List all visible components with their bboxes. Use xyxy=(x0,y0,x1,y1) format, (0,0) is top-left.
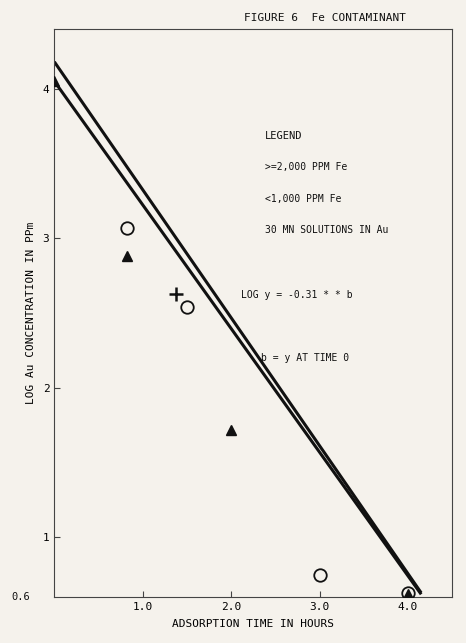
Text: LOG y = -0.31 * * b: LOG y = -0.31 * * b xyxy=(241,291,353,300)
Text: 30 MN SOLUTIONS IN Au: 30 MN SOLUTIONS IN Au xyxy=(265,225,389,235)
Y-axis label: LOG Au CONCENTRATION IN PPm: LOG Au CONCENTRATION IN PPm xyxy=(26,222,36,404)
Text: LEGEND: LEGEND xyxy=(265,131,302,141)
Text: >=2,000 PPM Fe: >=2,000 PPM Fe xyxy=(265,163,347,172)
Text: FIGURE 6  Fe CONTAMINANT: FIGURE 6 Fe CONTAMINANT xyxy=(244,13,406,23)
X-axis label: ADSORPTION TIME IN HOURS: ADSORPTION TIME IN HOURS xyxy=(172,619,334,629)
Text: <1,000 PPM Fe: <1,000 PPM Fe xyxy=(265,194,342,204)
Text: b = y AT TIME 0: b = y AT TIME 0 xyxy=(261,353,350,363)
Text: 0.6: 0.6 xyxy=(12,592,30,602)
